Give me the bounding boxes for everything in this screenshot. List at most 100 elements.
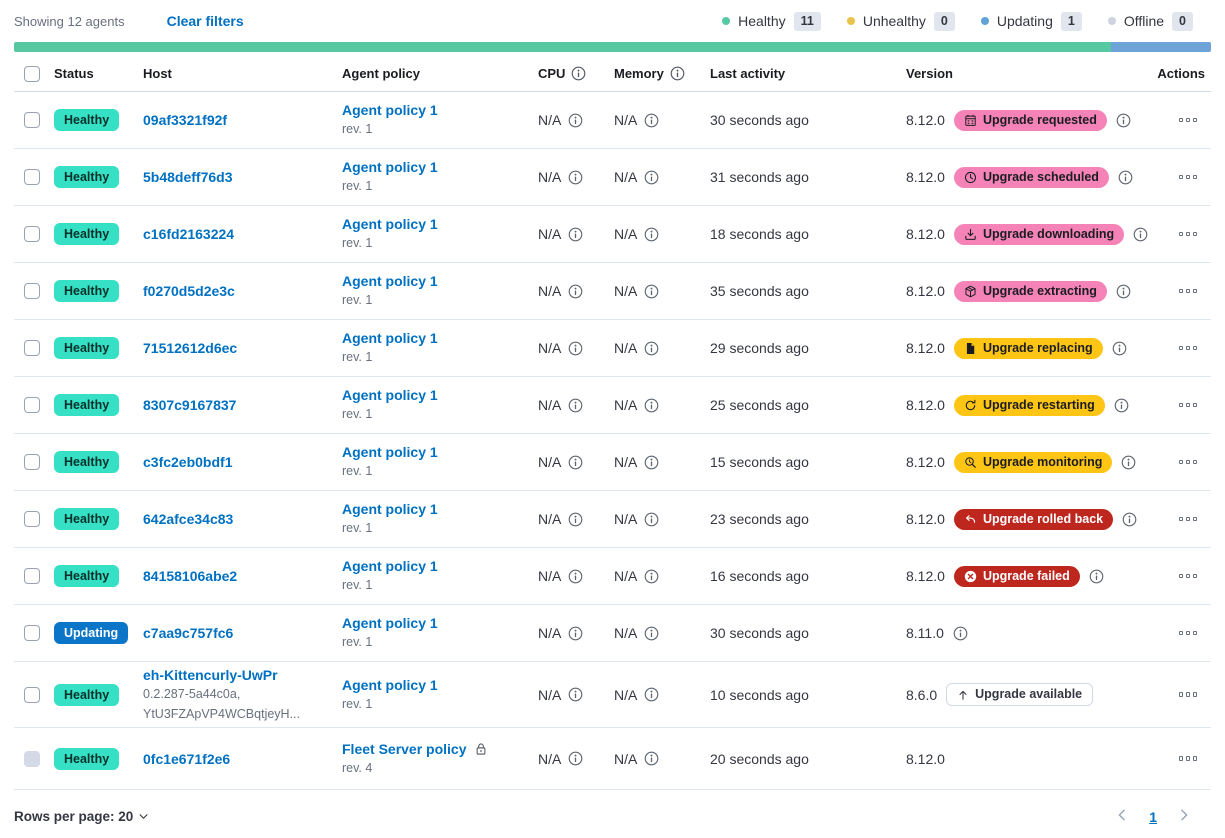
policy-revision: rev. 1 [342,350,373,365]
info-icon[interactable] [568,341,583,356]
cpu-cell: N/A [538,340,614,356]
row-checkbox[interactable] [24,568,40,584]
info-icon[interactable] [568,170,583,185]
select-all-checkbox[interactable] [24,65,40,82]
agent-status-badge: Healthy [54,166,120,188]
info-icon[interactable] [644,341,659,356]
legend-dot-icon [722,17,731,25]
info-icon[interactable] [1114,398,1129,413]
info-icon[interactable] [1133,227,1148,242]
info-icon[interactable] [1122,512,1137,527]
legend-item-offline[interactable]: Offline 0 [1107,11,1193,31]
agent-policy-link[interactable]: Agent policy 1 [342,615,438,632]
info-icon[interactable] [644,170,659,185]
info-icon[interactable] [568,455,583,470]
info-icon[interactable] [953,626,968,641]
agent-policy-link[interactable]: Agent policy 1 [342,501,438,518]
agent-policy-link[interactable]: Agent policy 1 [342,273,438,290]
info-icon[interactable] [568,687,583,702]
info-icon[interactable] [1118,170,1133,185]
agent-policy-link[interactable]: Agent policy 1 [342,676,438,693]
row-actions-button[interactable] [1175,114,1202,127]
row-checkbox[interactable] [24,169,40,185]
row-actions-button[interactable] [1175,228,1202,241]
host-link[interactable]: 09af3321f92f [143,112,228,128]
row-checkbox[interactable] [24,112,40,128]
row-actions-button[interactable] [1175,456,1202,469]
row-checkbox[interactable] [24,283,40,299]
host-link[interactable]: 642afce34c83 [143,511,234,527]
host-link[interactable]: 71512612d6ec [143,340,238,356]
next-page-button[interactable] [1175,806,1193,827]
row-actions-button[interactable] [1175,752,1202,765]
row-actions-button[interactable] [1175,285,1202,298]
info-icon[interactable] [644,687,659,702]
legend-item-updating[interactable]: Updating 1 [980,11,1082,31]
row-actions-button[interactable] [1175,688,1202,701]
info-icon[interactable] [1112,341,1127,356]
info-icon[interactable] [1116,284,1131,299]
row-checkbox[interactable] [24,340,40,356]
agent-policy-link[interactable]: Agent policy 1 [342,102,438,119]
clock-icon [964,171,977,184]
info-icon[interactable] [644,227,659,242]
row-actions-button[interactable] [1175,570,1202,583]
host-link[interactable]: 8307c9167837 [143,397,237,413]
row-actions-button[interactable] [1175,627,1202,640]
agent-policy-link[interactable]: Agent policy 1 [342,159,438,176]
info-icon[interactable] [644,113,659,128]
rows-per-page-button[interactable]: Rows per page: 20 [14,809,149,824]
info-icon[interactable] [568,113,583,128]
host-link[interactable]: f0270d5d2e3c [143,283,235,299]
row-checkbox[interactable] [24,625,40,641]
legend-item-healthy[interactable]: Healthy 11 [722,11,821,31]
cpu-cell: N/A [538,169,614,185]
info-icon[interactable] [644,284,659,299]
upgrade-status-label: Upgrade restarting [982,397,1095,412]
row-actions-button[interactable] [1175,513,1202,526]
info-icon[interactable] [568,751,583,766]
info-icon[interactable] [568,626,583,641]
row-actions-button[interactable] [1175,342,1202,355]
info-icon[interactable] [568,284,583,299]
version-cell: 8.11.0 [906,625,1155,641]
info-icon[interactable] [644,569,659,584]
info-icon[interactable] [568,398,583,413]
info-icon[interactable] [568,227,583,242]
info-icon[interactable] [644,455,659,470]
info-icon[interactable] [1089,569,1104,584]
info-icon[interactable] [1121,455,1136,470]
row-actions-button[interactable] [1175,399,1202,412]
agent-policy-link[interactable]: Agent policy 1 [342,330,438,347]
agent-status-badge: Healthy [54,109,120,131]
info-icon[interactable] [568,512,583,527]
row-actions-button[interactable] [1175,171,1202,184]
info-icon[interactable] [644,751,659,766]
host-link[interactable]: c3fc2eb0bdf1 [143,454,233,470]
clear-filters-button[interactable]: Clear filters [166,13,244,29]
legend-item-unhealthy[interactable]: Unhealthy 0 [846,11,955,31]
host-link[interactable]: eh-Kittencurly-UwPr [143,666,278,683]
info-icon[interactable] [644,512,659,527]
row-checkbox[interactable] [24,511,40,527]
host-link[interactable]: c7aa9c757fc6 [143,625,234,641]
agent-policy-link[interactable]: Fleet Server policy [342,740,467,757]
host-link[interactable]: 0fc1e671f2e6 [143,750,231,767]
info-icon[interactable] [644,398,659,413]
info-icon[interactable] [568,569,583,584]
previous-page-button[interactable] [1113,806,1131,827]
info-icon[interactable] [1116,113,1131,128]
host-link[interactable]: 84158106abe2 [143,568,238,584]
agent-policy-link[interactable]: Agent policy 1 [342,216,438,233]
host-link[interactable]: 5b48deff76d3 [143,169,233,185]
info-icon[interactable] [644,626,659,641]
agent-policy-link[interactable]: Agent policy 1 [342,558,438,575]
agent-policy-link[interactable]: Agent policy 1 [342,387,438,404]
page-1-button[interactable]: 1 [1149,808,1157,825]
row-checkbox[interactable] [24,454,40,470]
row-checkbox[interactable] [24,226,40,242]
host-link[interactable]: c16fd2163224 [143,226,235,242]
row-checkbox[interactable] [24,686,40,703]
agent-policy-link[interactable]: Agent policy 1 [342,444,438,461]
row-checkbox[interactable] [24,397,40,413]
